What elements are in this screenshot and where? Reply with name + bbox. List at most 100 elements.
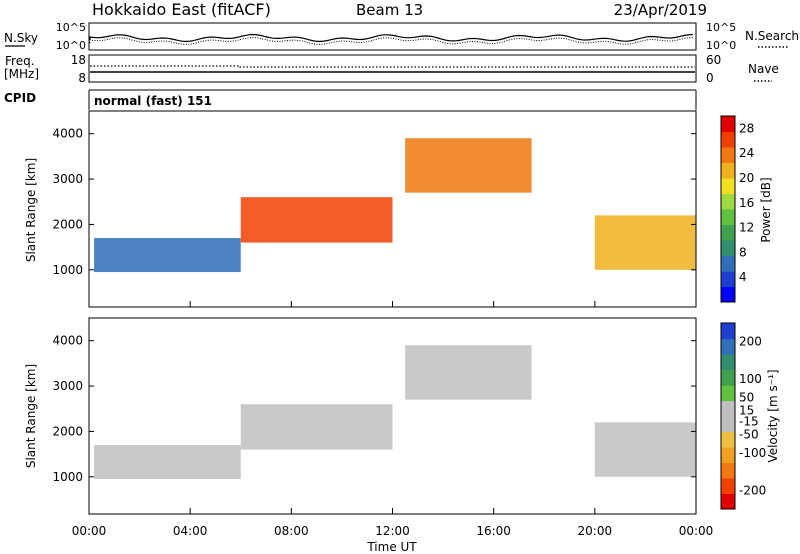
velocity-echoes <box>94 345 696 480</box>
time-axis-label: Time UT <box>366 540 417 554</box>
colorbar-swatch <box>721 462 735 479</box>
y-tick-label: 3000 <box>52 379 83 393</box>
time-tick-label: 20:00 <box>578 524 613 538</box>
colorbar-swatch <box>721 416 735 432</box>
echo-region <box>240 404 393 450</box>
colorbar-tick-label: 100 <box>739 372 762 386</box>
colorbar-swatch <box>721 147 735 163</box>
date-label: 23/Apr/2019 <box>614 1 707 19</box>
colorbar-tick-label: 20 <box>739 171 754 185</box>
echo-region <box>240 197 393 243</box>
colorbar-swatch <box>721 116 735 132</box>
colorbar-swatch <box>721 193 735 210</box>
nave-trace <box>90 65 695 68</box>
noise-left-tick-bottom: 10^0 <box>56 39 86 52</box>
colorbar-swatch <box>721 209 735 225</box>
echo-region <box>594 422 696 477</box>
colorbar-swatch <box>721 323 735 339</box>
power-colorbar: 28 24 20 16 12 8 4 <box>720 115 754 303</box>
velocity-y-axis: 1000 2000 3000 4000 <box>52 334 696 484</box>
colorbar-tick-label: -50 <box>739 428 759 442</box>
power-echoes <box>94 138 696 273</box>
colorbar-swatch <box>721 162 735 179</box>
colorbar-tick-label: 16 <box>739 196 754 210</box>
y-tick-label: 2000 <box>52 217 83 231</box>
nave-label: Nave <box>748 62 779 76</box>
noise-search-label: N.Search <box>745 29 799 43</box>
echo-region <box>594 215 696 270</box>
colorbar-swatch <box>721 131 735 148</box>
noise-right-tick-top: 10^5 <box>706 21 736 34</box>
colorbar-tick-label: -200 <box>739 483 766 497</box>
colorbar-tick-label: -100 <box>739 446 766 460</box>
colorbar-swatch <box>721 338 735 355</box>
colorbar-swatch <box>721 369 735 386</box>
colorbar-swatch <box>721 271 735 287</box>
echo-region <box>94 238 241 273</box>
power-colorbar-label: Power [dB] <box>759 177 773 242</box>
cpid-mode: normal (fast) 151 <box>94 94 212 108</box>
freq-tick-top: 18 <box>71 53 86 67</box>
colorbar-swatch <box>721 493 735 510</box>
colorbar-frame <box>720 322 736 510</box>
nave-tick-bottom: 0 <box>706 71 714 85</box>
freq-label-line1: Freq. <box>5 54 35 68</box>
noise-sky-trace <box>89 33 693 43</box>
colorbar-tick-label: 50 <box>739 390 754 404</box>
colorbar-tick-label: 4 <box>739 270 747 284</box>
freq-panel: Freq. [MHz] 18 8 60 0 Nave <box>4 53 779 85</box>
nave-tick-top: 60 <box>706 53 721 67</box>
time-tick-label: 04:00 <box>173 524 208 538</box>
velocity-colorbar-label: Velocity [m s⁻¹] <box>766 369 780 462</box>
freq-label-line2: [MHz] <box>4 67 39 81</box>
time-tick-label: 00:00 <box>679 524 714 538</box>
time-tick-label: 16:00 <box>476 524 511 538</box>
y-tick-label: 4000 <box>52 127 83 141</box>
cpid-panel: CPID normal (fast) 151 <box>4 89 697 110</box>
colorbar-tick-label: 24 <box>739 146 754 160</box>
colorbar-swatch <box>721 400 735 417</box>
colorbar-swatch <box>721 178 735 194</box>
colorbar-swatch <box>721 240 735 256</box>
time-tick-label: 08:00 <box>274 524 309 538</box>
power-y-axis: 1000 2000 3000 4000 <box>52 127 696 277</box>
y-tick-label: 3000 <box>52 172 83 186</box>
colorbar-swatch <box>721 255 735 272</box>
cpid-label: CPID <box>4 91 36 105</box>
freq-panel-frame <box>88 54 697 83</box>
velocity-panel: 1000 2000 3000 4000 Slant Range [km] 200 100… <box>24 317 780 515</box>
power-panel: 1000 2000 3000 4000 Slant Range [km] 28 24 20… <box>24 110 773 308</box>
colorbar-tick-label: 15 <box>739 403 754 417</box>
noise-right-tick-bottom: 10^0 <box>706 39 736 52</box>
y-tick-label: 1000 <box>52 263 83 277</box>
noise-sky-label: N.Sky <box>4 31 38 45</box>
colorbar-swatch <box>721 224 735 241</box>
freq-tick-bottom: 8 <box>78 71 86 85</box>
colorbar-tick-label: -15 <box>739 415 759 429</box>
colorbar-swatch <box>721 286 735 303</box>
colorbar-swatch <box>721 354 735 370</box>
colorbar-tick-label: 12 <box>739 221 754 235</box>
colorbar-swatch <box>721 431 735 448</box>
noise-panel: N.Sky 10^5 10^0 10^5 10^0 N.Search <box>4 21 799 52</box>
noise-left-tick-top: 10^5 <box>56 21 86 34</box>
time-tick-label: 00:00 <box>72 524 107 538</box>
noise-panel-frame <box>88 22 697 51</box>
echo-region <box>405 345 532 400</box>
colorbar-swatch <box>721 447 735 463</box>
echo-region <box>94 445 241 480</box>
y-tick-label: 1000 <box>52 470 83 484</box>
colorbar-tick-label: 28 <box>739 121 754 135</box>
power-y-axis-label: Slant Range [km] <box>24 158 38 262</box>
y-tick-label: 4000 <box>52 334 83 348</box>
colorbar-tick-label: 200 <box>739 335 762 349</box>
beam-label: Beam 13 <box>356 1 423 19</box>
colorbar-swatch <box>721 385 735 401</box>
velocity-y-axis-label: Slant Range [km] <box>24 364 38 468</box>
colorbar-frame <box>720 115 736 303</box>
colorbar-tick-label: 8 <box>739 245 747 259</box>
time-tick-label: 12:00 <box>375 524 410 538</box>
